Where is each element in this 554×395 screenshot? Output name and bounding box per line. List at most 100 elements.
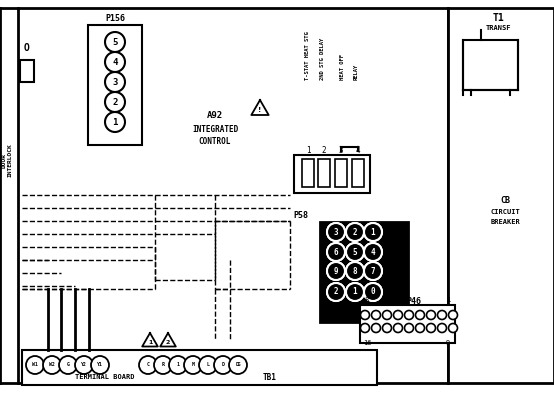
Text: L: L	[207, 363, 209, 367]
Circle shape	[346, 243, 364, 261]
Circle shape	[364, 223, 382, 241]
Bar	[20, 60, 34, 82]
Bar	[360, 305, 455, 343]
Circle shape	[346, 283, 364, 301]
Text: D: D	[222, 363, 224, 367]
Circle shape	[199, 356, 217, 374]
Circle shape	[364, 283, 382, 301]
Text: CB: CB	[500, 196, 510, 205]
Circle shape	[372, 310, 381, 320]
Text: 9: 9	[334, 267, 338, 275]
Text: P156: P156	[105, 13, 125, 23]
Text: M: M	[192, 363, 194, 367]
Circle shape	[105, 112, 125, 132]
Text: 2: 2	[166, 339, 170, 344]
Circle shape	[361, 310, 370, 320]
Text: 3: 3	[334, 228, 338, 237]
Circle shape	[105, 52, 125, 72]
Text: 1: 1	[306, 145, 310, 154]
Circle shape	[427, 324, 435, 333]
Circle shape	[229, 356, 247, 374]
Text: BREAKER: BREAKER	[490, 219, 520, 225]
Text: 9: 9	[446, 340, 450, 346]
Circle shape	[105, 92, 125, 112]
Circle shape	[364, 262, 382, 280]
Text: 1: 1	[371, 228, 375, 237]
Text: 16: 16	[363, 340, 371, 346]
Bar	[352, 159, 364, 187]
Text: 2: 2	[334, 288, 338, 297]
Text: G: G	[66, 363, 69, 367]
Circle shape	[364, 283, 382, 301]
Text: !: !	[258, 107, 261, 113]
Circle shape	[105, 72, 125, 92]
Text: 1: 1	[112, 117, 117, 126]
Text: 1: 1	[148, 339, 152, 344]
Text: 4: 4	[371, 248, 375, 256]
Bar	[320, 222, 408, 322]
Bar	[302, 159, 314, 187]
Text: W2: W2	[49, 363, 55, 367]
Text: 4: 4	[356, 145, 360, 154]
Text: 2ND STG DELAY: 2ND STG DELAY	[320, 38, 325, 80]
Circle shape	[393, 324, 403, 333]
Circle shape	[327, 283, 345, 301]
Circle shape	[364, 243, 382, 261]
Circle shape	[438, 324, 447, 333]
Circle shape	[105, 32, 125, 52]
Bar	[294, 155, 370, 193]
Bar	[448, 8, 554, 383]
Text: T-STAT HEAT STG: T-STAT HEAT STG	[305, 31, 310, 80]
Text: 8: 8	[353, 267, 357, 275]
Circle shape	[59, 356, 77, 374]
Text: 5: 5	[112, 38, 117, 47]
Circle shape	[438, 310, 447, 320]
Text: C: C	[147, 363, 150, 367]
Circle shape	[346, 223, 364, 241]
Text: P58: P58	[293, 211, 308, 220]
Text: 0: 0	[371, 288, 375, 297]
Circle shape	[346, 262, 364, 280]
Circle shape	[327, 262, 345, 280]
Circle shape	[382, 310, 392, 320]
Circle shape	[449, 310, 458, 320]
Text: R: R	[162, 363, 165, 367]
Circle shape	[364, 262, 382, 280]
Circle shape	[416, 324, 424, 333]
Text: A92: A92	[207, 111, 223, 120]
Circle shape	[404, 324, 413, 333]
Text: 8: 8	[365, 297, 369, 303]
Text: CONTROL: CONTROL	[199, 137, 231, 145]
Bar	[22, 350, 377, 385]
Circle shape	[393, 310, 403, 320]
Text: 1: 1	[177, 363, 179, 367]
Text: W1: W1	[32, 363, 38, 367]
Bar	[335, 159, 347, 187]
Text: 2: 2	[322, 145, 326, 154]
Text: DOOR
INTERLOCK: DOOR INTERLOCK	[2, 143, 12, 177]
Circle shape	[427, 310, 435, 320]
Text: P46: P46	[407, 297, 422, 307]
Bar	[18, 8, 448, 383]
Text: INTEGRATED: INTEGRATED	[192, 124, 238, 134]
Text: T1: T1	[492, 13, 504, 23]
Text: 7: 7	[371, 267, 375, 275]
Circle shape	[364, 223, 382, 241]
Circle shape	[327, 223, 345, 241]
Text: TB1: TB1	[263, 372, 277, 382]
Circle shape	[416, 310, 424, 320]
Text: DS: DS	[235, 363, 241, 367]
Text: 5: 5	[353, 248, 357, 256]
Bar	[88, 25, 142, 145]
Text: CIRCUIT: CIRCUIT	[490, 209, 520, 215]
Text: TERMINAL BOARD: TERMINAL BOARD	[75, 374, 135, 380]
Circle shape	[372, 324, 381, 333]
Circle shape	[382, 324, 392, 333]
Circle shape	[449, 324, 458, 333]
Bar	[463, 40, 518, 90]
Text: 3: 3	[338, 145, 343, 154]
Text: 1: 1	[353, 288, 357, 297]
Text: 2: 2	[112, 98, 117, 107]
Circle shape	[361, 324, 370, 333]
Circle shape	[169, 356, 187, 374]
